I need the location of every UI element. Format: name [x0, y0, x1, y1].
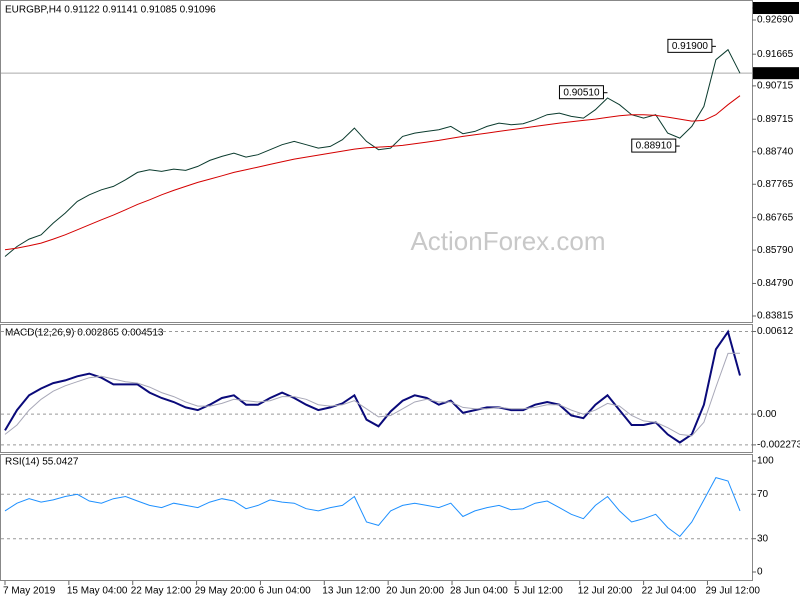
y-tick-label: 0.91665 [757, 49, 794, 60]
y-tick-label: 100 [757, 456, 774, 467]
y-tick-label: 0 [757, 567, 763, 578]
x-tick-label: 22 May 12:00 [131, 586, 192, 597]
y-tick-label: 0.90715 [757, 81, 794, 92]
y-tick-label: 0.88740 [757, 146, 794, 157]
y-tick-label: 0.84790 [757, 278, 794, 289]
y-tick-label: -0.002273 [757, 440, 800, 451]
series-line [4, 95, 741, 251]
y-tick-label: 0.86765 [757, 212, 794, 223]
x-tick-label: 12 Jul 20:00 [578, 586, 633, 597]
y-tick-label: 0.92690 [757, 15, 794, 26]
rsi-title: RSI(14) 55.0427 [5, 457, 79, 468]
x-tick-label: 20 Jun 20:00 [386, 586, 444, 597]
y-tick-label: 0.93050 [757, 3, 794, 14]
last-price-label: 0.91096 [757, 68, 794, 79]
y-tick-label: 0.00 [757, 409, 777, 420]
series-line [4, 477, 741, 538]
chart-title: EURGBP,H4 0.91122 0.91141 0.91085 0.9109… [5, 5, 216, 16]
x-tick-label: 22 Jul 04:00 [642, 586, 697, 597]
x-tick-label: 29 May 20:00 [195, 586, 256, 597]
x-tick-label: 13 Jun 12:00 [322, 586, 380, 597]
y-tick-label: 0.87765 [757, 179, 794, 190]
macd-title: MACD(12,26,9) 0.002865 0.004513 [5, 328, 164, 339]
y-tick-label: 70 [757, 489, 769, 500]
macd-panel [0, 324, 753, 453]
watermark: ActionForex.com [410, 226, 605, 256]
y-tick-label: 0.85790 [757, 245, 794, 256]
series-line [4, 329, 741, 444]
y-tick-label: 30 [757, 533, 769, 544]
price-panel [0, 0, 753, 323]
series-line [4, 48, 741, 257]
y-tick-label: 0.89715 [757, 114, 794, 125]
annotation-label: 0.88910 [636, 141, 673, 152]
x-tick-label: 28 Jun 04:00 [450, 586, 508, 597]
x-tick-label: 15 May 04:00 [67, 586, 128, 597]
last-price-box [753, 67, 799, 80]
y-tick-label: 0.00612 [757, 326, 794, 337]
x-tick-label: 6 Jun 04:00 [258, 586, 311, 597]
rsi-panel [0, 454, 753, 581]
annotation-label: 0.91900 [672, 41, 709, 52]
series-line [4, 352, 741, 437]
x-tick-label: 7 May 2019 [3, 586, 56, 597]
annotation-label: 0.90510 [563, 87, 600, 98]
tick-highlight [753, 2, 799, 14]
y-tick-label: 0.83815 [757, 311, 794, 322]
x-tick-label: 29 Jul 12:00 [705, 586, 760, 597]
x-tick-label: 5 Jul 12:00 [514, 586, 563, 597]
